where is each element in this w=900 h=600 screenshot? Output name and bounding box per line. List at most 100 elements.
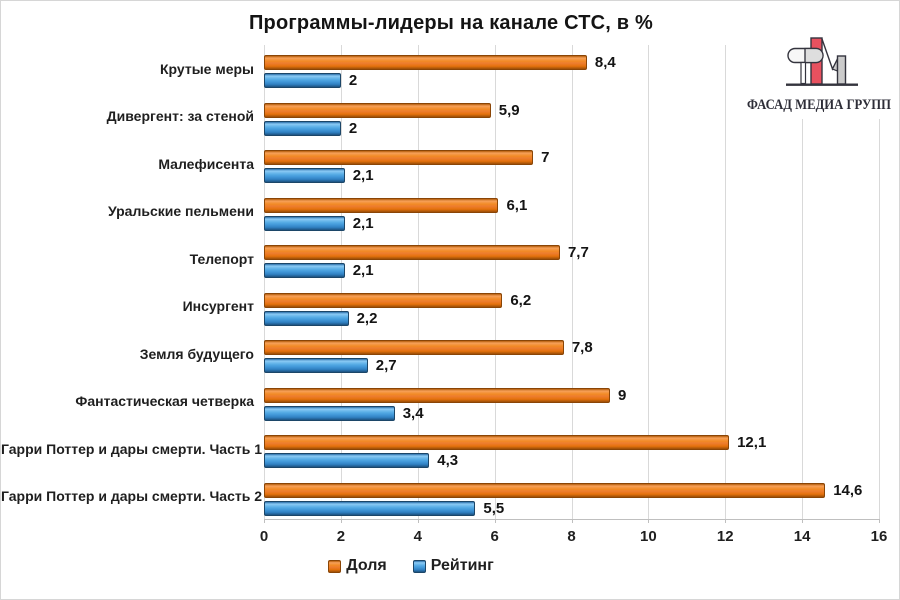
x-axis-tick-label: 8 bbox=[567, 528, 576, 545]
rating-bar-line: 2,7 bbox=[264, 357, 879, 375]
rating-bar-line: 5,5 bbox=[264, 499, 879, 517]
rating-bar-line: 4,3 bbox=[264, 452, 879, 470]
share-legend-label: Доля bbox=[346, 557, 387, 574]
category-bars: 7,7 2,1 bbox=[264, 235, 879, 283]
share-bar bbox=[264, 387, 610, 403]
share-legend-swatch-icon bbox=[328, 559, 342, 573]
logo-text: ФАСАД МЕДИА ГРУПП bbox=[747, 97, 891, 113]
rating-bar bbox=[264, 453, 430, 469]
rating-bar-line: 2,1 bbox=[264, 214, 879, 232]
share-value-label: 8,4 bbox=[594, 54, 616, 72]
legend-item-rating: Рейтинг bbox=[412, 557, 494, 575]
category-row: Инсургент 6,2 2,2 bbox=[1, 283, 900, 331]
fasad-media-logo-icon: ФАСАД МЕДИА ГРУПП bbox=[747, 37, 891, 113]
axis-tick-mark bbox=[725, 519, 727, 523]
category-label: Телепорт bbox=[189, 250, 254, 267]
category-bars: 5,9 2 bbox=[264, 93, 879, 141]
rating-value-label: 2,1 bbox=[352, 262, 374, 280]
category-row: Фантастическая четверка 9 3,4 bbox=[1, 378, 900, 426]
legend: Доля Рейтинг bbox=[0, 557, 861, 575]
category-row: Малефисента 7 2,1 bbox=[1, 140, 900, 188]
share-value-label: 12,1 bbox=[737, 434, 767, 452]
rating-legend-label: Рейтинг bbox=[430, 557, 494, 574]
rating-value-label: 4,3 bbox=[437, 452, 459, 470]
share-bar-line: 7,8 bbox=[264, 339, 879, 357]
x-axis-tick-label: 16 bbox=[870, 528, 888, 545]
category-bars: 14,6 5,5 bbox=[264, 473, 879, 521]
rating-bar-line: 2 bbox=[264, 72, 879, 90]
rating-bar-line: 2,2 bbox=[264, 309, 879, 327]
rating-bar bbox=[264, 358, 368, 374]
share-bar-line: 9 bbox=[264, 387, 879, 404]
category-label: Фантастическая четверка bbox=[75, 393, 254, 410]
share-value-label: 5,9 bbox=[498, 101, 520, 119]
share-bar-line: 12,1 bbox=[264, 434, 879, 452]
x-axis-tick-label: 12 bbox=[716, 528, 734, 545]
rating-bar bbox=[264, 500, 476, 516]
gridline bbox=[340, 45, 342, 519]
category-label: Гарри Поттер и дары смерти. Часть 1 bbox=[1, 440, 262, 457]
x-axis-tick-label: 10 bbox=[640, 528, 657, 545]
axis-tick-mark bbox=[802, 519, 804, 523]
plot-area bbox=[264, 45, 880, 523]
rating-bar-line: 3,4 bbox=[264, 404, 879, 422]
x-axis-tick-label: 0 bbox=[259, 528, 269, 545]
axis-tick-mark bbox=[417, 519, 419, 523]
axis-tick-mark bbox=[571, 519, 573, 523]
category-label: Инсургент bbox=[182, 298, 254, 315]
rating-bar bbox=[264, 215, 345, 231]
rating-value-label: 2,2 bbox=[356, 309, 378, 327]
category-bars: 12,1 4,3 bbox=[264, 425, 879, 473]
share-bar bbox=[264, 340, 564, 356]
share-bar-line: 14,6 bbox=[264, 481, 879, 499]
share-value-label: 7,8 bbox=[571, 339, 593, 357]
share-bar-line: 7,7 bbox=[264, 244, 879, 261]
category-bars: 8,4 2 bbox=[264, 45, 879, 93]
gridline bbox=[264, 45, 265, 519]
gridline bbox=[725, 45, 727, 519]
share-value-label: 14,6 bbox=[833, 481, 863, 499]
rating-bar-line: 2,1 bbox=[264, 262, 879, 280]
category-bars: 7,8 2,7 bbox=[264, 330, 879, 378]
gridline bbox=[802, 45, 804, 519]
category-row: Гарри Поттер и дары смерти. Часть 1 12,1… bbox=[1, 425, 900, 473]
rating-bar-line: 2 bbox=[264, 120, 879, 137]
rating-value-label: 3,4 bbox=[402, 404, 424, 422]
rating-value-label: 2,7 bbox=[375, 357, 397, 375]
rating-value-label: 5,5 bbox=[483, 499, 505, 517]
rating-bar bbox=[264, 263, 345, 279]
share-bar bbox=[264, 245, 560, 261]
rating-value-label: 2,1 bbox=[352, 214, 374, 232]
category-row: Телепорт 7,7 2,1 bbox=[1, 235, 900, 283]
rating-value-label: 2 bbox=[348, 72, 358, 90]
gridline bbox=[648, 45, 650, 519]
rating-bar bbox=[264, 310, 349, 326]
share-bar-line: 5,9 bbox=[264, 101, 879, 119]
category-bars: 9 3,4 bbox=[264, 378, 879, 426]
chart-title: Программы-лидеры на канале СТС, в % bbox=[248, 12, 654, 34]
company-logo: ФАСАД МЕДИА ГРУПП bbox=[743, 35, 895, 119]
share-bar-line: 8,4 bbox=[264, 54, 879, 72]
x-axis: 0 2 4 6 8 10 12 14 16 bbox=[260, 528, 888, 548]
share-bar bbox=[264, 55, 587, 71]
share-bar bbox=[264, 292, 503, 308]
share-bar bbox=[264, 102, 491, 118]
axis-tick-mark bbox=[264, 519, 265, 523]
gridline bbox=[417, 45, 419, 519]
category-row: Гарри Поттер и дары смерти. Часть 2 14,6… bbox=[1, 473, 900, 521]
gridline bbox=[571, 45, 573, 519]
category-row: Крутые меры 8,4 2 bbox=[1, 45, 900, 93]
share-bar bbox=[264, 482, 826, 498]
category-label: Малефисента bbox=[158, 155, 254, 172]
rating-bar bbox=[264, 405, 395, 421]
category-label: Гарри Поттер и дары смерти. Часть 2 bbox=[1, 488, 262, 505]
category-row: Дивергент: за стеной 5,9 2 bbox=[1, 93, 900, 141]
axis-tick-mark bbox=[340, 519, 342, 523]
rating-value-label: 2,1 bbox=[352, 167, 374, 185]
axis-tick-mark bbox=[648, 519, 650, 523]
category-row: Уральские пельмени 6,1 2,1 bbox=[1, 188, 900, 236]
share-bar-line: 6,1 bbox=[264, 197, 879, 214]
rating-legend-swatch-icon bbox=[412, 559, 426, 573]
category-label: Земля будущего bbox=[139, 345, 254, 362]
